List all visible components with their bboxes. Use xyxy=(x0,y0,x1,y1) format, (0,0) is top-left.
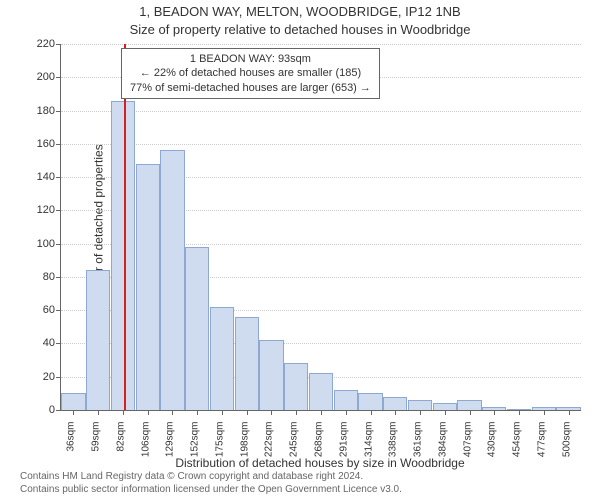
annotation-box: 1 BEADON WAY: 93sqm ← 22% of detached ho… xyxy=(121,48,380,99)
xtick-mark xyxy=(271,410,272,415)
xtick-mark xyxy=(73,410,74,415)
ytick-mark xyxy=(56,410,61,411)
xtick-mark xyxy=(569,410,570,415)
gridline xyxy=(61,144,581,145)
xtick-mark xyxy=(247,410,248,415)
ytick-label: 180 xyxy=(25,105,55,117)
ytick-label: 160 xyxy=(25,138,55,150)
annotation-line1: 1 BEADON WAY: 93sqm xyxy=(130,52,371,66)
property-marker-line xyxy=(124,44,126,410)
xtick-mark xyxy=(346,410,347,415)
xtick-mark xyxy=(172,410,173,415)
xtick-mark xyxy=(296,410,297,415)
histogram-bar xyxy=(408,400,432,410)
histogram-bar xyxy=(284,363,308,410)
histogram-bar xyxy=(136,164,160,410)
gridline xyxy=(61,111,581,112)
ytick-label: 0 xyxy=(25,404,55,416)
xtick-mark xyxy=(222,410,223,415)
chart-container: 1, BEADON WAY, MELTON, WOODBRIDGE, IP12 … xyxy=(0,0,600,500)
ytick-label: 100 xyxy=(25,238,55,250)
xtick-mark xyxy=(321,410,322,415)
title-address: 1, BEADON WAY, MELTON, WOODBRIDGE, IP12 … xyxy=(0,4,600,19)
annotation-line3: 77% of semi-detached houses are larger (… xyxy=(130,81,371,95)
histogram-bar xyxy=(235,317,259,410)
xtick-mark xyxy=(395,410,396,415)
x-axis-label: Distribution of detached houses by size … xyxy=(60,456,580,470)
histogram-bar xyxy=(61,393,85,410)
xtick-mark xyxy=(98,410,99,415)
xtick-mark xyxy=(148,410,149,415)
xtick-mark xyxy=(544,410,545,415)
plot-wrap: Number of detached properties 1 BEADON W… xyxy=(60,44,580,410)
histogram-bar xyxy=(358,393,382,410)
xtick-mark xyxy=(371,410,372,415)
histogram-bar xyxy=(185,247,209,410)
histogram-bar xyxy=(556,407,580,410)
histogram-bar xyxy=(507,409,531,410)
histogram-bar xyxy=(383,397,407,410)
xtick-mark xyxy=(519,410,520,415)
xtick-mark xyxy=(420,410,421,415)
annotation-line2: ← 22% of detached houses are smaller (18… xyxy=(130,66,371,80)
ytick-label: 140 xyxy=(25,171,55,183)
xtick-mark xyxy=(470,410,471,415)
plot-area: 1 BEADON WAY: 93sqm ← 22% of detached ho… xyxy=(60,44,581,411)
histogram-bar xyxy=(457,400,481,410)
xtick-mark xyxy=(123,410,124,415)
histogram-bar xyxy=(433,403,457,410)
histogram-bar xyxy=(309,373,333,410)
title-subtitle: Size of property relative to detached ho… xyxy=(0,22,600,37)
xtick-mark xyxy=(445,410,446,415)
footer-line1: Contains HM Land Registry data © Crown c… xyxy=(20,471,363,482)
histogram-bar xyxy=(334,390,358,410)
histogram-bar xyxy=(86,270,110,410)
histogram-bar xyxy=(111,101,135,410)
histogram-bar xyxy=(482,407,506,410)
ytick-label: 120 xyxy=(25,204,55,216)
ytick-label: 220 xyxy=(25,38,55,50)
ytick-label: 20 xyxy=(25,371,55,383)
histogram-bar xyxy=(210,307,234,410)
ytick-label: 40 xyxy=(25,337,55,349)
footer-line2: Contains public sector information licen… xyxy=(20,484,402,495)
ytick-label: 200 xyxy=(25,71,55,83)
histogram-bar xyxy=(532,407,556,410)
xtick-mark xyxy=(197,410,198,415)
histogram-bar xyxy=(160,150,184,410)
histogram-bar xyxy=(259,340,283,410)
gridline xyxy=(61,44,581,45)
xtick-mark xyxy=(494,410,495,415)
ytick-label: 60 xyxy=(25,304,55,316)
ytick-label: 80 xyxy=(25,271,55,283)
